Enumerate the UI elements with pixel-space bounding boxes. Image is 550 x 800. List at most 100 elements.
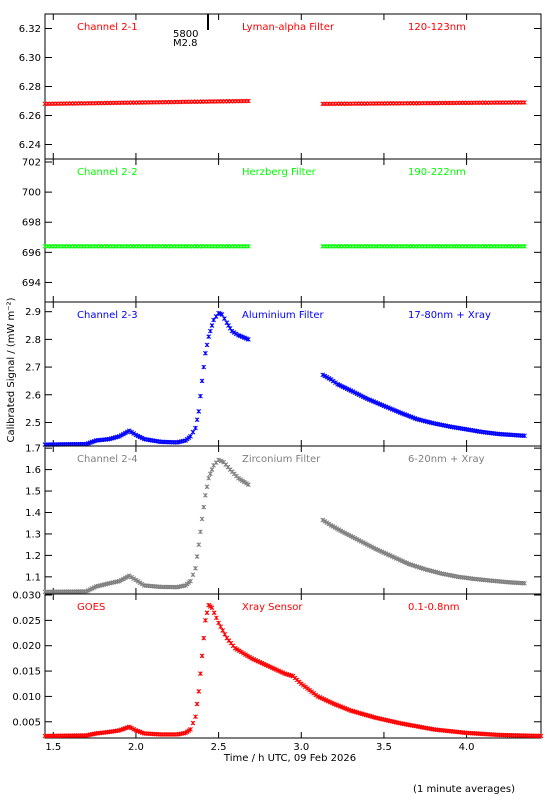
data-point (233, 331, 239, 337)
data-point (222, 631, 228, 637)
y-tick-label: 2.6 (25, 390, 41, 401)
panel-band-label: 120-123nm (408, 22, 466, 33)
panel-4: 1.1 1.2 1.3 1.4 1.5 1.6 1.7 Channel 2-4 Zirconiu… (25, 444, 542, 595)
data-point (522, 243, 527, 249)
x-tick-label: 4.0 (459, 742, 475, 753)
data-point (196, 688, 202, 694)
data-point (246, 98, 251, 104)
data-point (193, 565, 198, 571)
data-point (129, 725, 134, 731)
y-tick-label: 0.005 (12, 717, 41, 728)
data-point (206, 475, 212, 481)
data-point (246, 243, 251, 249)
data-point (320, 517, 326, 523)
panel-frame (44, 301, 542, 447)
data-point (194, 554, 200, 559)
data-point (203, 618, 208, 623)
data-point (137, 580, 143, 586)
data-point (201, 635, 207, 641)
panel-channel-label: Channel 2-4 (77, 454, 138, 465)
data-point (218, 624, 224, 630)
data-point (246, 482, 251, 487)
data-point (204, 342, 210, 348)
data-point (209, 467, 215, 472)
panel-2: 694 696 698 700 702 Channel 2-2 Herzberg Filte… (22, 158, 542, 303)
panel-filter-label: Zirconium Filter (242, 454, 321, 465)
data-point (139, 581, 145, 587)
y-tick-label: 2.7 (25, 363, 41, 374)
data-point (201, 504, 207, 510)
event-label-top: 5800 (173, 29, 198, 40)
data-point (194, 417, 200, 423)
data-point (131, 431, 137, 436)
y-tick-label: 0.030 (12, 591, 41, 602)
y-tick-label: 1.7 (25, 444, 41, 455)
panel-frame (44, 13, 542, 160)
data-point (204, 484, 210, 490)
data-point (522, 580, 527, 586)
y-tick-label: 6.26 (19, 111, 41, 122)
y-tick-label: 1.6 (25, 465, 41, 476)
data-point (322, 518, 328, 524)
data-point (198, 393, 203, 399)
data-point (131, 726, 137, 732)
y-tick-label: 0.015 (12, 667, 41, 678)
panel-channel-label: Channel 2-2 (77, 167, 138, 178)
y-tick-label: 698 (22, 218, 41, 229)
y-tick-label: 1.3 (25, 529, 41, 540)
data-point (246, 337, 251, 342)
data-point (209, 605, 215, 611)
data-point (188, 727, 193, 732)
data-point (216, 620, 221, 626)
panel-channel-label: Channel 2-1 (77, 22, 138, 33)
x-tick-label: 2.5 (211, 742, 227, 753)
y-tick-label: 0.010 (12, 692, 41, 703)
data-point (204, 610, 210, 616)
data-point (324, 520, 330, 526)
panel-5: 0.005 0.010 0.015 0.020 0.025 0.030 GOES Xray S… (12, 591, 544, 739)
panel-frame (44, 445, 542, 595)
y-tick-label: 2.8 (25, 335, 41, 346)
data-point (203, 350, 208, 356)
y-tick-label: 700 (22, 188, 41, 199)
panel-filter-label: Lyman-alpha Filter (242, 22, 335, 33)
data-point (211, 610, 217, 616)
data-point (207, 471, 213, 477)
y-axis-label: Calibrated Signal / (mW m⁻²) (6, 297, 17, 442)
data-point (135, 579, 141, 584)
data-point (522, 433, 527, 439)
data-point (229, 328, 235, 334)
x-tick-label: 1.5 (45, 742, 61, 753)
data-point (133, 577, 139, 583)
data-point (188, 433, 193, 439)
data-point (131, 576, 137, 581)
panel-channel-label: Channel 2-3 (77, 310, 138, 321)
data-point (222, 316, 227, 321)
y-tick-label: 2.9 (25, 307, 41, 318)
data-point (190, 720, 196, 726)
data-point (190, 572, 196, 578)
y-tick-label: 702 (22, 158, 41, 169)
y-tick-label: 1.1 (25, 572, 41, 583)
data-point (198, 529, 203, 535)
panel-band-label: 190-222nm (408, 167, 466, 178)
data-point (199, 378, 205, 384)
y-tick-label: 1.4 (25, 508, 41, 519)
panel-1: 6.24 6.26 6.28 6.30 6.32 Channel 2-1 Lyman-alp… (19, 13, 542, 160)
x-tick-label: 3.5 (376, 742, 392, 753)
data-point (538, 733, 544, 739)
y-tick-label: 696 (22, 248, 41, 259)
y-tick-label: 6.32 (19, 24, 41, 35)
data-point (194, 701, 200, 707)
y-tick-label: 2.5 (25, 418, 41, 429)
data-point (231, 330, 237, 335)
data-point (190, 429, 196, 435)
data-point (522, 100, 527, 105)
y-tick-label: 1.2 (25, 551, 41, 562)
data-point (126, 573, 132, 579)
y-tick-label: 1.5 (25, 487, 41, 498)
data-point (216, 457, 221, 463)
panel-frame (44, 593, 542, 739)
data-point (198, 671, 203, 676)
